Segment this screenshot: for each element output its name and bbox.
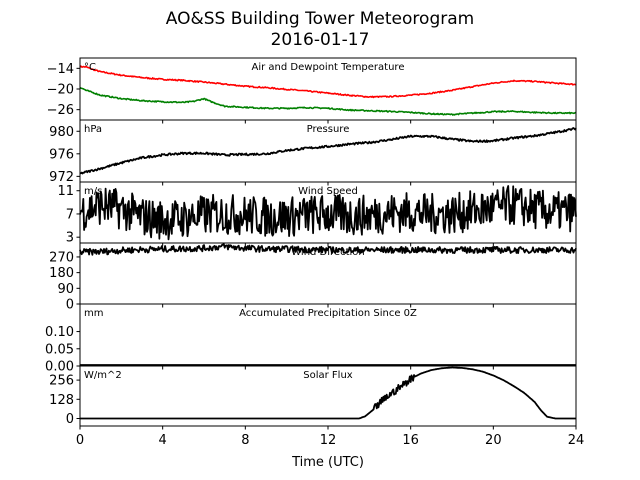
ytick-label: 0 <box>66 412 74 427</box>
ytick-label: 180 <box>49 266 74 281</box>
ytick-label: 0 <box>66 298 74 313</box>
x-axis: 0 4 8 12 16 20 24 <box>76 433 584 448</box>
ytick-label: 256 <box>49 374 74 389</box>
series-line-6-1 <box>79 366 577 420</box>
ytick-label: 270 <box>49 250 74 265</box>
panel-title: Wind Speed <box>298 186 358 197</box>
panel-5: 0.10 0.05 0.00 mm Accumulated Precipitation … <box>45 303 577 375</box>
ytick-label: −20 <box>47 83 74 98</box>
xtick-label: 12 <box>320 433 337 448</box>
ytick-label: 3 <box>66 231 74 246</box>
ytick-label: −14 <box>47 62 74 77</box>
panel-1: −14 −20 −26 °C Air and Dewpoint Temperature <box>47 57 577 124</box>
series-line-2-1 <box>79 127 577 175</box>
panel-6: 256 128 0 W/m^2 Solar Flux <box>49 365 577 430</box>
ytick-label: 90 <box>57 282 74 297</box>
panel-title: Solar Flux <box>303 370 353 381</box>
ytick-label: 11 <box>57 184 74 199</box>
series-line-1-1 <box>79 65 577 99</box>
panel-title: Pressure <box>307 124 350 135</box>
series-line-4-1 <box>79 243 577 256</box>
panels: −14 −20 −26 °C Air and Dewpoint Temperature 9… <box>45 57 577 430</box>
unit-label: hPa <box>84 124 102 135</box>
unit-label: W/m^2 <box>84 370 122 381</box>
ytick-label: −26 <box>47 103 74 118</box>
xtick-label: 4 <box>159 433 167 448</box>
ytick-label: 0.00 <box>45 360 74 375</box>
panel-title: Accumulated Precipitation Since 0Z <box>239 308 417 319</box>
xtick-label: 24 <box>568 433 585 448</box>
ytick-label: 976 <box>49 147 74 162</box>
panel-3: 11 7 3 m/s Wind Speed <box>57 181 577 247</box>
panel-2: 980 976 972 hPa Pressure <box>49 119 577 186</box>
ytick-label: 7 <box>66 207 74 222</box>
ytick-label: 972 <box>49 170 74 185</box>
chart-title: AO&SS Building Tower Meteorogram <box>166 9 474 29</box>
panel-title: Wind Direction <box>291 247 365 258</box>
ytick-label: 0.05 <box>45 342 74 357</box>
unit-label: mm <box>84 308 103 319</box>
ytick-label: 128 <box>49 393 74 408</box>
panel-title: Air and Dewpoint Temperature <box>252 62 405 73</box>
xtick-label: 16 <box>402 433 419 448</box>
ytick-label: 980 <box>49 125 74 140</box>
x-axis-label: Time (UTC) <box>291 455 364 470</box>
series-line-3-1 <box>79 185 577 241</box>
xtick-label: 20 <box>485 433 502 448</box>
unit-label: °C <box>84 62 96 73</box>
xtick-label: 0 <box>76 433 84 448</box>
series-line-1-2 <box>79 86 577 116</box>
chart-subtitle: 2016-01-17 <box>271 30 370 50</box>
unit-label: m/s <box>84 186 102 197</box>
xtick-label: 8 <box>241 433 249 448</box>
ytick-label: 0.10 <box>45 325 74 340</box>
